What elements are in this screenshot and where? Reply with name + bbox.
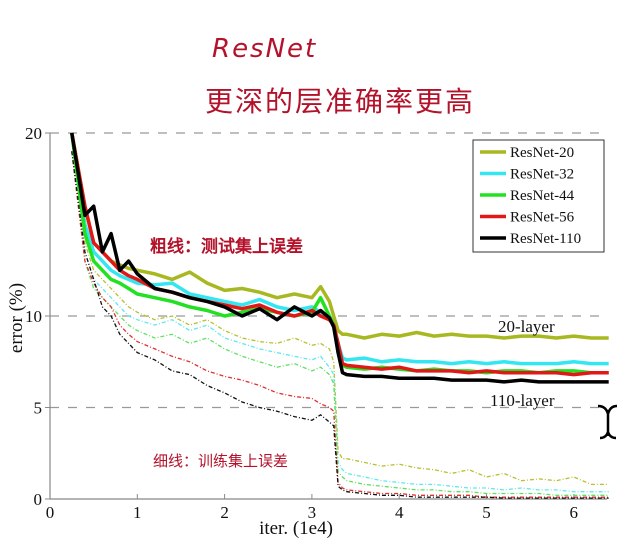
label-20-layer: 20-layer — [498, 317, 555, 336]
train-line-resnet-56 — [71, 151, 609, 498]
legend-label: ResNet-32 — [510, 167, 574, 183]
legend-label: ResNet-44 — [510, 188, 575, 204]
legend-label: ResNet-110 — [510, 231, 581, 247]
train-error-lines — [71, 151, 609, 499]
y-tick-label: 0 — [34, 490, 43, 509]
legend-label: ResNet-56 — [510, 210, 575, 226]
train-line-resnet-110 — [71, 151, 609, 499]
x-tick-label: 1 — [133, 503, 142, 522]
train-line-resnet-20 — [71, 151, 609, 486]
test-line-resnet-20 — [70, 132, 609, 340]
x-tick-label: 6 — [570, 503, 579, 522]
title-resnet: ResNet — [212, 34, 318, 64]
legend-label: ResNet-20 — [510, 145, 574, 161]
x-tick-label: 0 — [46, 503, 55, 522]
axes: 0 5 10 20 0 1 2 3 4 5 6 — [25, 124, 607, 522]
label-110-layer: 110-layer — [490, 391, 555, 410]
x-tick-label: 2 — [220, 503, 229, 522]
title-subtitle: 更深的层准确率更高 — [205, 85, 476, 118]
y-tick-label: 5 — [34, 399, 43, 418]
x-tick-label: 4 — [395, 503, 404, 522]
x-axis-title: iter. (1e4) — [259, 518, 333, 539]
test-line-resnet-110 — [70, 132, 609, 384]
train-line-resnet-44 — [71, 151, 609, 496]
y-axis-title: error (%) — [6, 283, 27, 353]
legend: ResNet-20 ResNet-32 ResNet-44 ResNet-56 ResN… — [472, 139, 605, 253]
y-tick-label: 20 — [25, 124, 42, 143]
thin-line-note: 细线：训练集上误差 — [153, 452, 289, 470]
y-tick-label: 10 — [25, 307, 42, 326]
test-error-lines — [70, 132, 609, 384]
thick-line-note: 粗线：测试集上误差 — [150, 237, 303, 257]
bracket-icon — [597, 404, 617, 440]
x-tick-label: 5 — [482, 503, 491, 522]
x-tick-label: 3 — [308, 503, 317, 522]
